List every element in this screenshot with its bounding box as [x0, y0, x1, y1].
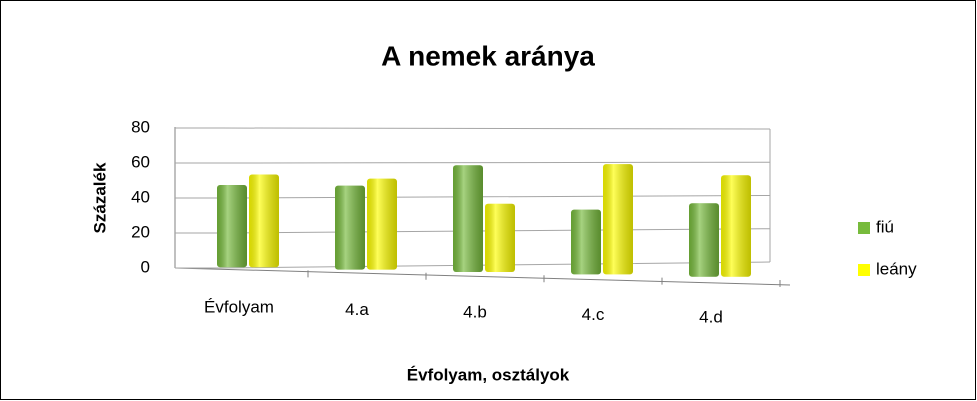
x-axis: [174, 267, 791, 286]
bar-shade: [571, 209, 601, 275]
y-tick-label: 80: [131, 117, 150, 136]
bar-shade: [453, 165, 483, 272]
grid-line: [175, 161, 771, 164]
bar-shade: [689, 203, 719, 277]
bar-shade: [249, 174, 279, 268]
legend-swatch: [858, 264, 870, 276]
bar-shade: [603, 164, 633, 275]
bar-shade: [485, 203, 515, 272]
y-axis-label: Százalék: [90, 162, 109, 233]
legend-swatch: [858, 222, 870, 234]
y-tick-label: 40: [131, 187, 150, 206]
bar-shade: [217, 184, 247, 268]
x-tick-label: 4.c: [582, 305, 605, 324]
legend-label: fiú: [876, 217, 894, 236]
x-tick-label: 4.b: [463, 302, 487, 321]
y-tick-label: 0: [141, 257, 150, 276]
bar-shade: [721, 175, 751, 277]
legend-label: leány: [876, 259, 917, 278]
bar-shade: [335, 185, 365, 270]
bar-shade: [367, 178, 397, 270]
grid-line: [175, 127, 771, 130]
y-tick-label: 20: [131, 222, 150, 241]
x-tick-label: Évfolyam: [204, 298, 274, 317]
x-tick-label: 4.a: [345, 300, 369, 319]
x-axis-label: Évfolyam, osztályok: [407, 365, 570, 384]
chart-title: A nemek aránya: [381, 40, 595, 71]
x-tick-label: 4.d: [699, 307, 723, 326]
y-tick-label: 60: [131, 152, 150, 171]
